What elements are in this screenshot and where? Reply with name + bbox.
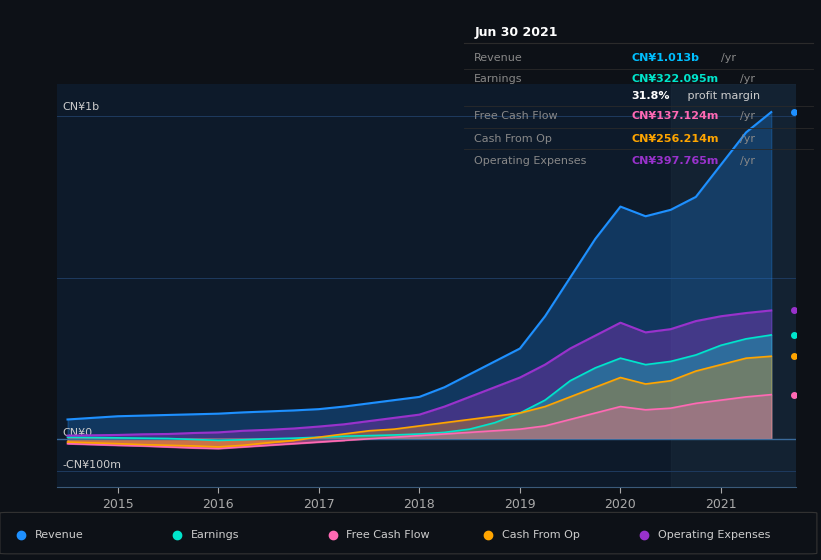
Text: /yr: /yr bbox=[722, 53, 736, 63]
Text: Operating Expenses: Operating Expenses bbox=[475, 156, 587, 166]
Text: Revenue: Revenue bbox=[475, 53, 523, 63]
Text: profit margin: profit margin bbox=[684, 91, 759, 101]
Text: CN¥256.214m: CN¥256.214m bbox=[631, 134, 719, 144]
Text: CN¥1b: CN¥1b bbox=[62, 102, 99, 112]
Text: /yr: /yr bbox=[741, 134, 755, 144]
Text: CN¥322.095m: CN¥322.095m bbox=[631, 74, 718, 84]
Text: Operating Expenses: Operating Expenses bbox=[658, 530, 771, 540]
Text: Earnings: Earnings bbox=[190, 530, 239, 540]
Text: Free Cash Flow: Free Cash Flow bbox=[346, 530, 430, 540]
Text: Free Cash Flow: Free Cash Flow bbox=[475, 111, 558, 122]
Text: Earnings: Earnings bbox=[475, 74, 523, 84]
Text: Cash From Op: Cash From Op bbox=[475, 134, 553, 144]
Text: /yr: /yr bbox=[741, 156, 755, 166]
Text: Revenue: Revenue bbox=[34, 530, 83, 540]
Text: 31.8%: 31.8% bbox=[631, 91, 670, 101]
Text: CN¥397.765m: CN¥397.765m bbox=[631, 156, 718, 166]
Bar bbox=[671, 84, 796, 487]
Text: /yr: /yr bbox=[741, 111, 755, 122]
Text: -CN¥100m: -CN¥100m bbox=[62, 460, 122, 470]
Text: Cash From Op: Cash From Op bbox=[502, 530, 580, 540]
Text: CN¥137.124m: CN¥137.124m bbox=[631, 111, 718, 122]
Text: Jun 30 2021: Jun 30 2021 bbox=[475, 26, 557, 39]
Text: CN¥0: CN¥0 bbox=[62, 428, 93, 438]
Text: /yr: /yr bbox=[741, 74, 755, 84]
Text: CN¥1.013b: CN¥1.013b bbox=[631, 53, 699, 63]
